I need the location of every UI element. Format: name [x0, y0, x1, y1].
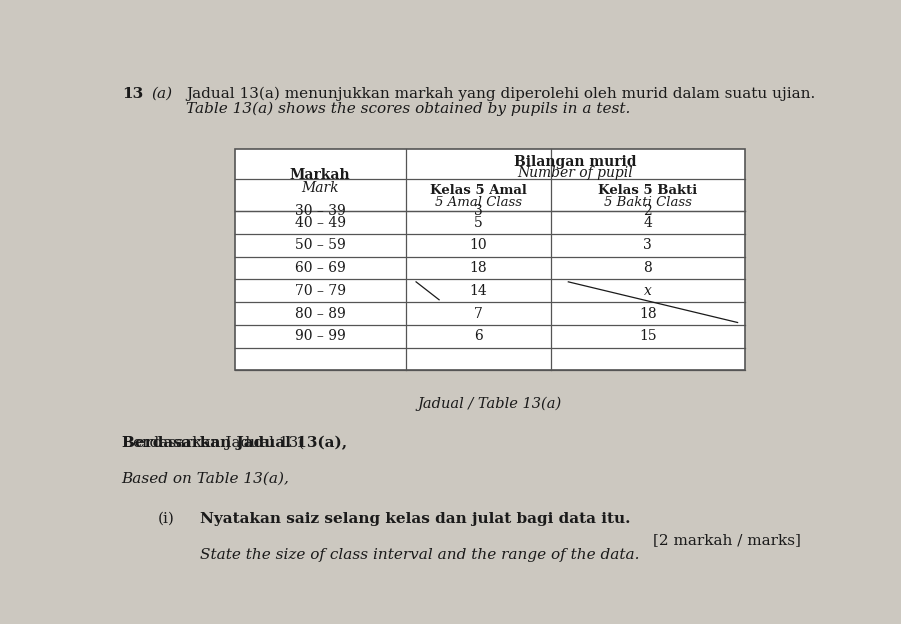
Text: 13: 13 [122, 87, 143, 101]
Text: 18: 18 [469, 261, 487, 275]
Text: Jadual 13(a) menunjukkan markah yang diperolehi oleh murid dalam suatu ujian.: Jadual 13(a) menunjukkan markah yang dip… [186, 87, 815, 101]
Text: Berdasarkan Jadual 13(⁠: Berdasarkan Jadual 13(⁠ [122, 436, 304, 450]
Text: Berdasarkan Jadual 13(a),: Berdasarkan Jadual 13(a), [122, 436, 347, 450]
Text: 5 Amal Class: 5 Amal Class [434, 196, 522, 209]
Text: 70 – 79: 70 – 79 [295, 284, 346, 298]
Text: Markah: Markah [290, 168, 350, 182]
Text: Mark: Mark [302, 180, 339, 195]
Text: (i): (i) [158, 512, 175, 526]
Text: 5: 5 [474, 216, 483, 230]
Text: 80 – 89: 80 – 89 [295, 306, 346, 321]
Text: 4: 4 [643, 216, 652, 230]
Text: Kelas 5 Amal: Kelas 5 Amal [430, 184, 527, 197]
Text: 5 Bakti Class: 5 Bakti Class [604, 196, 692, 209]
Text: Number of pupil: Number of pupil [517, 166, 633, 180]
Text: 2: 2 [643, 204, 652, 218]
Text: Based on Table 13(a),: Based on Table 13(a), [122, 471, 289, 485]
Text: 90 – 99: 90 – 99 [295, 329, 346, 343]
Text: [2 markah / marks]: [2 markah / marks] [652, 533, 800, 547]
Text: x: x [644, 284, 651, 298]
Text: Table 13(a) shows the scores obtained by pupils in a test.: Table 13(a) shows the scores obtained by… [186, 101, 631, 115]
Text: (a): (a) [151, 87, 172, 101]
Text: Kelas 5 Bakti: Kelas 5 Bakti [598, 184, 697, 197]
Text: State the size of class interval and the range of the data.: State the size of class interval and the… [200, 548, 640, 562]
Text: 10: 10 [469, 238, 487, 252]
Text: 7: 7 [474, 306, 483, 321]
Text: Jadual / Table 13(a): Jadual / Table 13(a) [417, 397, 562, 411]
Bar [235, 149, 744, 371]
Text: 40 – 49: 40 – 49 [295, 216, 346, 230]
Text: Nyatakan saiz selang kelas dan julat bagi data itu.: Nyatakan saiz selang kelas dan julat bag… [200, 512, 631, 526]
Text: 18: 18 [639, 306, 657, 321]
Text: 15: 15 [639, 329, 657, 343]
Text: 3: 3 [474, 204, 483, 218]
Text: 8: 8 [643, 261, 652, 275]
Text: 3: 3 [643, 238, 652, 252]
Text: 6: 6 [474, 329, 483, 343]
Text: 60 – 69: 60 – 69 [295, 261, 346, 275]
Text: 14: 14 [469, 284, 487, 298]
Text: Bilangan murid: Bilangan murid [514, 155, 636, 169]
Text: 30 – 39: 30 – 39 [295, 204, 346, 218]
Text: 50 – 59: 50 – 59 [295, 238, 346, 252]
